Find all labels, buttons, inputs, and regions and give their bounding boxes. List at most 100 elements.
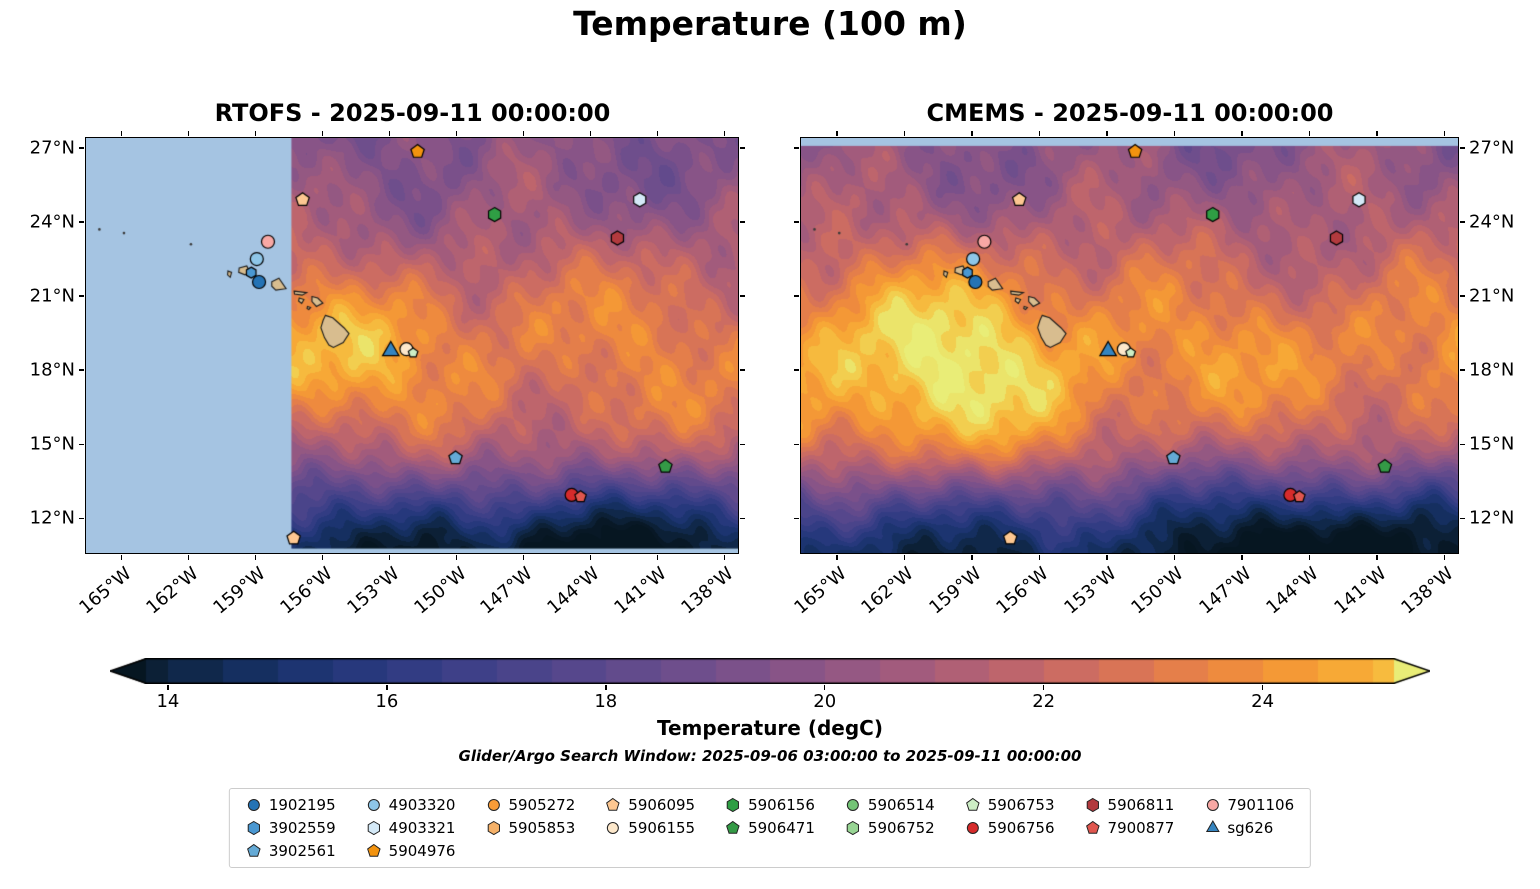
y-tick-mark (79, 147, 84, 149)
y-tick-mark (740, 369, 745, 371)
y-tick-label: 24°N (29, 211, 75, 233)
legend-item-3902561: 3902561 (246, 841, 336, 861)
y-tick-label: 12°N (29, 507, 75, 529)
y-tick-mark (1460, 221, 1465, 223)
x-tick-label: 144°W (1262, 563, 1323, 619)
legend-label: 5906811 (1107, 796, 1175, 814)
circle-marker-icon (607, 822, 620, 834)
legend-item-5905272: 5905272 (485, 795, 575, 815)
x-tick-mark (656, 555, 659, 560)
x-tick-label: 153°W (1060, 563, 1121, 619)
x-tick-mark (187, 555, 190, 560)
y-tick-mark (79, 369, 84, 371)
y-tick-mark (794, 221, 799, 223)
x-tick-mark (971, 555, 973, 560)
y-tick-label: 15°N (1469, 433, 1515, 455)
legend-column: 7901106 sg626 (1204, 795, 1294, 861)
x-tick-label: 147°W (476, 563, 538, 619)
x-tick-mark (1173, 555, 1176, 560)
legend-label: 5906155 (628, 819, 696, 837)
y-tick-label: 12°N (1469, 507, 1515, 529)
pentagon-marker-icon (366, 843, 381, 857)
x-tick-mark (723, 555, 726, 560)
legend-item-7900877: 7900877 (1085, 818, 1174, 838)
y-tick-mark (740, 517, 745, 520)
legend-item-5905853: 5905853 (485, 818, 575, 838)
y-tick-label: 21°N (1469, 285, 1515, 307)
circle-marker-icon (367, 799, 380, 811)
x-tick-mark (589, 555, 592, 560)
legend-label: 5906514 (867, 796, 935, 814)
y-tick-mark (79, 443, 84, 446)
colorbar-tick-mark (1042, 685, 1045, 690)
hexagon-marker-icon (846, 820, 860, 836)
x-tick-label: 138°W (1397, 563, 1458, 619)
map-canvas-cmems (801, 138, 1458, 553)
circle-marker-icon (247, 799, 260, 811)
x-tick-mark (187, 131, 190, 136)
legend-label: 5906756 (987, 819, 1055, 837)
y-tick-mark (794, 443, 799, 446)
legend-item-5906155: 5906155 (605, 818, 695, 838)
x-tick-mark (903, 555, 906, 560)
y-tick-label: 18°N (1469, 359, 1515, 381)
circle-marker-icon (966, 822, 979, 834)
x-tick-label: 147°W (1195, 563, 1256, 619)
legend-label: 4903321 (388, 819, 456, 837)
x-tick-label: 162°W (857, 563, 918, 619)
y-tick-mark (79, 221, 84, 223)
pentagon-marker-icon (965, 797, 980, 811)
legend-item-7901106: 7901106 (1204, 795, 1294, 815)
legend-column: 4903320 4903321 5904976 (366, 795, 456, 861)
x-tick-label: 159°W (208, 563, 270, 619)
colorbar-tick-label: 24 (1251, 691, 1275, 712)
panel-title-rtofs: RTOFS - 2025-09-11 00:00:00 (214, 99, 611, 127)
legend-label: 5906471 (748, 819, 815, 837)
x-tick-mark (120, 555, 123, 560)
map-canvas-rtofs (86, 138, 738, 553)
legend-item-sg626: sg626 (1204, 818, 1294, 838)
hexagon-marker-icon (367, 820, 380, 836)
y-tick-label: 18°N (29, 359, 75, 381)
hexagon-marker-icon (726, 797, 740, 813)
legend-column: 5906156 5906471 (725, 795, 815, 861)
y-tick-mark (740, 221, 745, 223)
x-tick-mark (1376, 131, 1378, 136)
y-tick-mark (1460, 369, 1465, 371)
map-cmems: 165°W 162°W 159°W 156°W 153°W 150°W 147°W 144°W… (790, 131, 1514, 618)
circle-marker-icon (1206, 799, 1219, 811)
colorbar-tick-mark (1261, 685, 1264, 690)
y-tick-mark (740, 147, 745, 149)
x-tick-label: 156°W (992, 563, 1053, 619)
x-tick-label: 141°W (1330, 563, 1391, 619)
x-tick-mark (321, 131, 324, 136)
pentagon-marker-icon (1085, 820, 1100, 834)
x-tick-mark (836, 555, 838, 560)
pentagon-marker-icon (606, 797, 621, 811)
y-tick-mark (740, 295, 745, 297)
x-tick-mark (120, 131, 123, 136)
y-tick-label: 21°N (29, 285, 75, 307)
x-tick-label: 159°W (925, 563, 986, 619)
colorbar-tick-label: 14 (156, 691, 180, 712)
y-tick-mark (794, 295, 799, 297)
y-tick-mark (1460, 443, 1465, 446)
legend-label: 5904976 (388, 842, 456, 860)
y-tick-mark (1460, 147, 1465, 149)
y-tick-mark (1460, 295, 1465, 297)
circle-marker-icon (487, 799, 500, 811)
pentagon-marker-icon (726, 820, 740, 834)
x-tick-label: 141°W (610, 563, 672, 619)
x-tick-mark (1038, 131, 1041, 136)
legend-column: 5905272 5905853 (485, 795, 575, 861)
legend: 1902195 3902559 3902561 4903320 4903321 59049… (228, 788, 1312, 868)
x-tick-label: 156°W (275, 563, 337, 619)
legend-item-5906156: 5906156 (725, 795, 815, 815)
legend-label: 4903320 (388, 796, 456, 814)
x-tick-mark (971, 131, 973, 136)
legend-item-4903320: 4903320 (366, 795, 456, 815)
legend-column: 5906514 5906752 (845, 795, 935, 861)
x-tick-mark (1241, 555, 1243, 560)
legend-item-5906471: 5906471 (725, 818, 815, 838)
